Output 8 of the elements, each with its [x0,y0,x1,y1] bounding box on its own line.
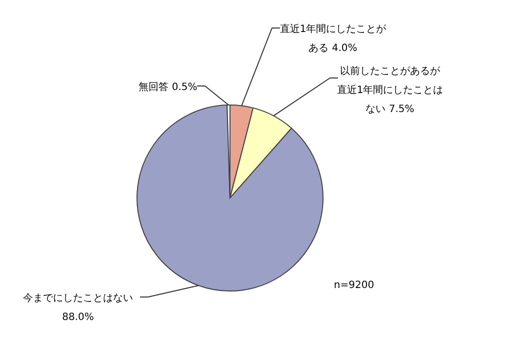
pie-slice [230,107,292,198]
slice-label: 直近1年間にしたことがある 4.0% [280,23,388,54]
slice-label: 今までにしたことはない [23,292,133,304]
slice-label: 以前したことがあるが直近1年間にしたことはない 7.5% [336,65,444,115]
text: n=9200 [334,280,374,291]
data-label: 88.0% [62,312,94,323]
slice-label: 無回答 0.5% [138,81,198,93]
pie-slice [136,104,324,292]
